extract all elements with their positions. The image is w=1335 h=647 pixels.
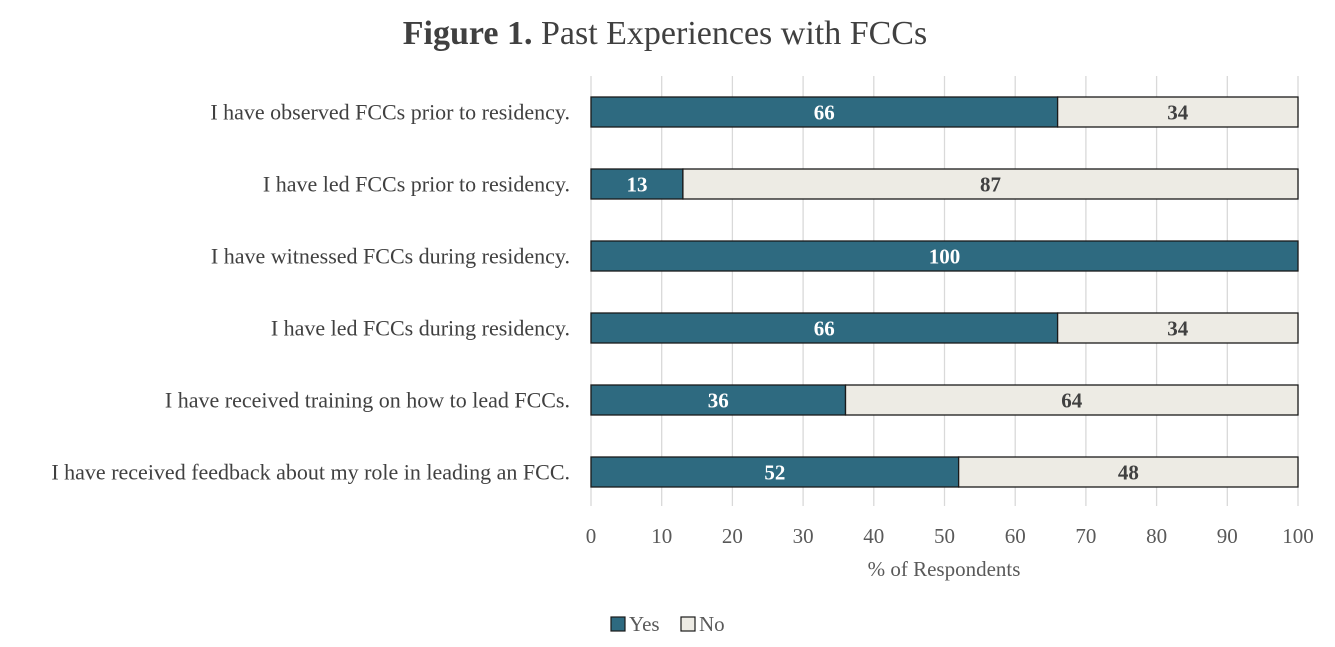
chart-title-rest: Past Experiences with FCCs: [541, 15, 927, 52]
data-label: 34: [1167, 317, 1189, 341]
data-label: 66: [814, 101, 835, 125]
x-tick-label: 40: [863, 524, 884, 548]
data-label: 66: [814, 317, 835, 341]
x-tick-label: 10: [651, 524, 672, 548]
x-tick-label: 60: [1005, 524, 1026, 548]
data-label: 52: [764, 461, 785, 485]
x-tick-label: 50: [934, 524, 955, 548]
category-labels: I have observed FCCs prior to residency.…: [51, 100, 570, 485]
x-tick-labels: 0 10 20 30 40 50 60 70 80 90 100: [586, 524, 1314, 548]
bar-no: [844, 384, 1299, 416]
legend: Yes No: [610, 612, 725, 636]
gridlines: [590, 76, 1299, 506]
legend-label-no: No: [699, 612, 725, 636]
bar-no: [682, 168, 1299, 200]
bar-yes: [590, 384, 847, 416]
x-tick-label: 20: [722, 524, 743, 548]
bar-yes: [590, 168, 684, 200]
data-label: 64: [1061, 389, 1083, 413]
x-tick-label: 0: [586, 524, 597, 548]
category-label: I have led FCCs prior to residency.: [263, 172, 570, 197]
category-label: I have witnessed FCCs during residency.: [211, 244, 570, 269]
category-label: I have observed FCCs prior to residency.: [210, 100, 570, 125]
x-tick-label: 80: [1146, 524, 1167, 548]
data-label: 48: [1118, 461, 1139, 485]
x-tick-label: 100: [1282, 524, 1314, 548]
bar-yes: [590, 456, 960, 488]
data-label: 100: [929, 245, 961, 269]
data-label: 13: [626, 173, 647, 197]
chart-title: Figure 1. Past Experiences with FCCs: [403, 15, 927, 52]
bar-yes: [590, 240, 1299, 272]
category-label: I have received feedback about my role i…: [51, 460, 570, 485]
x-tick-label: 70: [1075, 524, 1096, 548]
x-tick-label: 30: [793, 524, 814, 548]
bar-no: [957, 456, 1299, 488]
legend-label-yes: Yes: [629, 612, 660, 636]
bar-no: [1056, 312, 1299, 344]
data-label: 34: [1167, 101, 1189, 125]
category-label: I have led FCCs during residency.: [271, 316, 570, 341]
x-axis-title: % of Respondents: [868, 557, 1021, 581]
bars-group: 66 34 13 87 100 66 34 36 64 52 48: [590, 96, 1299, 488]
category-label: I have received training on how to lead …: [165, 388, 570, 413]
data-label: 87: [980, 173, 1001, 197]
bar-yes: [590, 96, 1059, 128]
bar-no: [1056, 96, 1299, 128]
chart-title-bold: Figure 1.: [403, 15, 533, 52]
data-label: 36: [708, 389, 729, 413]
x-tick-label: 90: [1217, 524, 1238, 548]
legend-swatch-no: [680, 616, 696, 632]
legend-swatch-yes: [610, 616, 626, 632]
